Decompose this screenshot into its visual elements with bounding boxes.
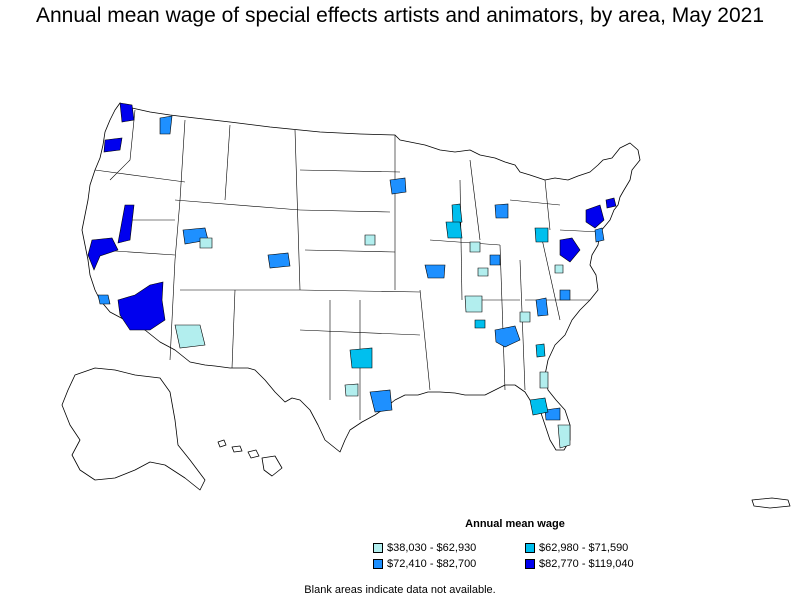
legend-title: Annual mean wage	[465, 518, 565, 530]
legend-label-2: $62,980 - $71,590	[539, 542, 629, 554]
legend-swatch-4	[525, 559, 535, 569]
alaska-outline	[61, 367, 206, 491]
legend-swatch-1	[373, 543, 383, 553]
legend-label-3: $72,410 - $82,700	[387, 558, 477, 570]
legend-grid: $38,030 - $62,930 $62,980 - $71,590 $72,…	[365, 542, 665, 576]
legend-swatch-2	[525, 543, 535, 553]
legend: Annual mean wage $38,030 - $62,930 $62,9…	[365, 518, 665, 576]
areas-cyan	[349, 203, 549, 416]
legend-item-1: $38,030 - $62,930	[373, 542, 476, 554]
hawaii-outline	[217, 439, 283, 477]
legend-item-2: $62,980 - $71,590	[525, 542, 628, 554]
legend-item-4: $82,770 - $119,040	[525, 558, 634, 570]
contiguous-us-outline	[81, 102, 641, 453]
legend-swatch-3	[373, 559, 383, 569]
map-title: Annual mean wage of special effects arti…	[35, 4, 765, 27]
legend-label-4: $82,770 - $119,040	[539, 558, 634, 570]
areas-light-cyan	[174, 234, 571, 449]
areas-dark-blue	[87, 102, 617, 331]
legend-label-1: $38,030 - $62,930	[387, 542, 477, 554]
footnote: Blank areas indicate data not available.	[304, 584, 496, 596]
puerto-rico-outline	[751, 497, 791, 509]
legend-item-3: $72,410 - $82,700	[373, 558, 476, 570]
